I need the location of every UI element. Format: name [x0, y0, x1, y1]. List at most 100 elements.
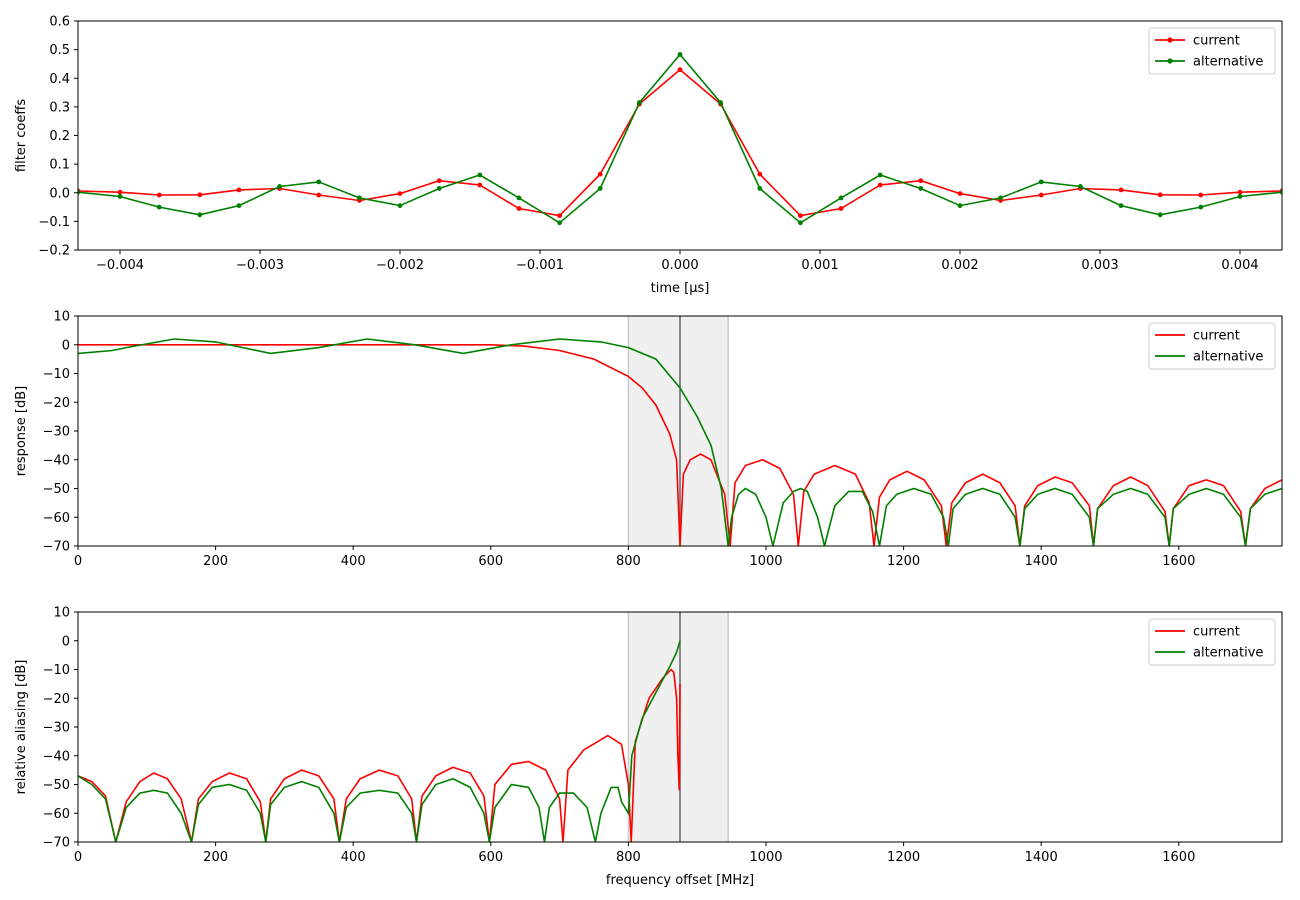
y-tick-label: 0.4 [49, 72, 70, 87]
y-tick-label: 0 [62, 634, 70, 649]
data-point-alternative [1078, 184, 1083, 189]
y-tick-label: −70 [43, 540, 70, 555]
data-point-current [236, 187, 242, 193]
data-point-alternative [677, 52, 683, 57]
y-tick-label: −60 [43, 511, 70, 526]
x-tick-label: 1000 [749, 554, 782, 569]
data-point-current [1118, 187, 1124, 193]
data-point-alternative [277, 184, 282, 189]
data-point-current [516, 206, 522, 211]
data-point-current [436, 178, 442, 184]
data-point-alternative [1198, 204, 1204, 210]
y-axis-label: filter coeffs [14, 99, 29, 172]
x-tick-label: 1400 [1025, 554, 1058, 569]
series-line-current [78, 343, 1282, 546]
data-point-current [557, 213, 562, 219]
shaded-band [628, 612, 729, 842]
data-point-alternative [397, 203, 403, 209]
y-tick-label: 0.3 [49, 100, 70, 115]
data-point-current [1038, 192, 1044, 198]
chart-panel-1: −0.004 −0.003 −0.002 −0.001 0.000 0.001 0.002 0… [14, 15, 1283, 296]
data-point-current [316, 192, 322, 198]
x-tick-label: 1200 [887, 850, 920, 865]
x-tick-label: −0.001 [516, 258, 564, 273]
data-point-alternative [197, 212, 203, 218]
x-tick-label: 1000 [749, 850, 782, 865]
y-axis-label: relative aliasing [dB] [14, 660, 29, 795]
legend: current alternative [1148, 322, 1276, 370]
y-tick-label: −0.1 [38, 215, 70, 230]
data-point-current [597, 171, 603, 177]
data-point-alternative [117, 194, 123, 199]
data-point-alternative [477, 172, 483, 178]
y-tick-label: 0.6 [49, 15, 70, 30]
y-tick-label: −40 [43, 453, 70, 468]
x-tick-label: 0.001 [801, 258, 838, 273]
data-point-alternative [877, 172, 883, 178]
data-point-alternative [757, 186, 763, 191]
y-tick-label: −10 [43, 367, 70, 382]
x-tick-label: 0 [74, 554, 82, 569]
data-point-alternative [1118, 203, 1124, 209]
y-tick-label: 0.2 [49, 129, 70, 144]
data-point-current [1198, 192, 1204, 198]
legend: current alternative [1148, 27, 1276, 75]
y-tick-label: −30 [43, 721, 70, 736]
x-tick-label: 400 [341, 554, 366, 569]
y-tick-label: −60 [43, 807, 70, 822]
legend-marker-alternative [1167, 58, 1173, 64]
x-tick-label: 200 [203, 850, 228, 865]
data-point-alternative [998, 195, 1003, 201]
y-tick-label: −20 [43, 692, 70, 707]
data-point-alternative [78, 189, 81, 195]
x-tick-label: 1600 [1162, 554, 1195, 569]
data-point-alternative [957, 203, 963, 209]
y-tick-label: −50 [43, 778, 70, 793]
y-tick-label: 10 [53, 606, 70, 621]
x-tick-label: 800 [616, 850, 641, 865]
data-point-current [1237, 189, 1243, 195]
legend-marker-current [1167, 37, 1173, 43]
data-point-alternative [316, 179, 322, 185]
data-point-current [838, 206, 844, 211]
data-point-alternative [1237, 194, 1243, 199]
legend-label-current: current [1193, 329, 1240, 344]
y-tick-label: 0.5 [49, 43, 70, 58]
x-tick-label: 0.004 [1221, 258, 1258, 273]
y-tick-label: 10 [53, 310, 70, 325]
x-tick-label: 1400 [1025, 850, 1058, 865]
data-point-alternative [1038, 179, 1044, 185]
x-tick-label: 0.000 [661, 258, 698, 273]
chart-panel-2: 0 200 400 600 800 1000 1200 1400 1600 −70 −60 −50 −4… [14, 310, 1283, 569]
x-axis-label: frequency offset [MHz] [606, 873, 754, 888]
x-tick-label: −0.003 [236, 258, 284, 273]
data-point-current [798, 213, 803, 219]
data-point-alternative [236, 203, 242, 209]
legend-label-alternative: alternative [1193, 55, 1263, 70]
x-tick-label: −0.002 [376, 258, 424, 273]
data-point-alternative [798, 220, 803, 226]
data-point-current [156, 192, 162, 198]
data-point-alternative [436, 186, 442, 191]
y-tick-label: −40 [43, 749, 70, 764]
data-point-alternative [557, 220, 562, 226]
data-point-alternative [838, 195, 844, 201]
y-tick-label: 0.1 [49, 158, 70, 173]
series-line-alternative [78, 338, 1282, 546]
data-point-current [918, 178, 924, 184]
y-tick-label: −20 [43, 396, 70, 411]
x-tick-label: −0.004 [96, 258, 144, 273]
y-tick-label: −70 [43, 836, 70, 851]
y-axis-label: response [dB] [14, 386, 29, 477]
x-tick-label: 600 [478, 850, 503, 865]
x-axis-label: time [μs] [651, 281, 710, 296]
data-point-alternative [918, 186, 924, 191]
data-point-current [677, 67, 683, 73]
x-tick-label: 0.002 [941, 258, 978, 273]
y-tick-label: 0 [62, 338, 70, 353]
data-point-current [397, 191, 403, 197]
y-tick-label: −30 [43, 425, 70, 440]
chart-panel-3: 0 200 400 600 800 1000 1200 1400 1600 −70 −60 −50 −4… [14, 606, 1283, 888]
x-tick-label: 400 [341, 850, 366, 865]
